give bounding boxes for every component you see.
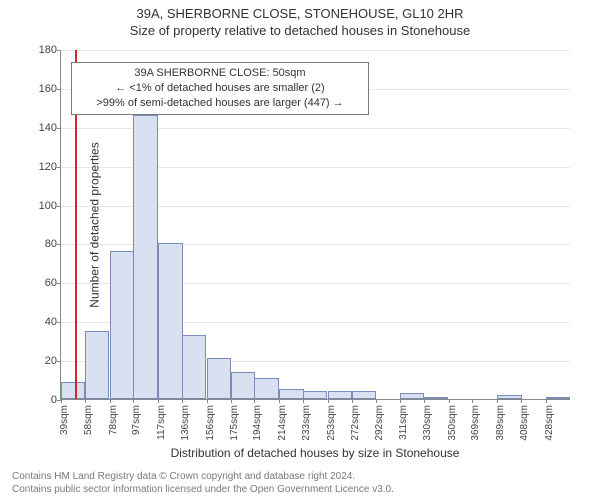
y-tick: [57, 361, 61, 362]
annotation-line: ← <1% of detached houses are smaller (2): [78, 81, 362, 96]
histogram-bar: [133, 115, 157, 399]
footer-line: Contains HM Land Registry data © Crown c…: [12, 470, 394, 483]
x-tick: [254, 399, 255, 403]
x-tick-label: 292sqm: [374, 405, 385, 441]
y-tick-label: 40: [45, 316, 57, 328]
x-tick: [85, 399, 86, 403]
y-tick: [57, 89, 61, 90]
annotation-line: >99% of semi-detached houses are larger …: [78, 96, 362, 111]
y-tick-label: 120: [39, 161, 57, 173]
x-tick-label: 272sqm: [350, 405, 361, 441]
y-tick-label: 20: [45, 355, 57, 367]
histogram-bar: [182, 335, 206, 399]
x-tick-label: 233sqm: [301, 405, 312, 441]
x-tick-label: 175sqm: [229, 405, 240, 441]
x-tick: [279, 399, 280, 403]
title-block: 39A, SHERBORNE CLOSE, STONEHOUSE, GL10 2…: [0, 0, 600, 38]
x-tick: [61, 399, 62, 403]
x-tick: [133, 399, 134, 403]
x-tick: [400, 399, 401, 403]
x-tick-label: 214sqm: [277, 405, 288, 441]
x-tick-label: 369sqm: [470, 405, 481, 441]
histogram-bar: [110, 251, 134, 399]
title-subtitle: Size of property relative to detached ho…: [0, 23, 600, 38]
x-tick: [376, 399, 377, 403]
y-tick-label: 160: [39, 83, 57, 95]
x-tick-label: 428sqm: [544, 405, 555, 441]
histogram-bar: [279, 389, 303, 399]
x-tick: [110, 399, 111, 403]
y-tick: [57, 283, 61, 284]
histogram-bar: [207, 358, 231, 399]
x-tick: [182, 399, 183, 403]
x-tick: [207, 399, 208, 403]
x-tick: [521, 399, 522, 403]
histogram-bar: [303, 391, 327, 399]
x-tick-label: 156sqm: [205, 405, 216, 441]
x-tick: [352, 399, 353, 403]
histogram-bar: [61, 382, 85, 400]
x-tick: [449, 399, 450, 403]
chart-container: 39A, SHERBORNE CLOSE, STONEHOUSE, GL10 2…: [0, 0, 600, 500]
y-tick: [57, 128, 61, 129]
histogram-bar: [231, 372, 255, 399]
x-tick: [472, 399, 473, 403]
x-axis-label: Distribution of detached houses by size …: [171, 446, 460, 460]
y-axis-label: Number of detached properties: [88, 142, 102, 307]
chart-area: 02040608010012014016018039sqm58sqm78sqm9…: [60, 50, 570, 400]
histogram-bar: [497, 395, 521, 399]
plot-region: 02040608010012014016018039sqm58sqm78sqm9…: [60, 50, 570, 400]
histogram-bar: [400, 393, 424, 399]
x-tick: [328, 399, 329, 403]
histogram-bar: [158, 243, 182, 399]
y-tick-label: 60: [45, 277, 57, 289]
footer-line: Contains public sector information licen…: [12, 483, 394, 496]
histogram-bar: [85, 331, 109, 399]
histogram-bar: [546, 397, 570, 399]
histogram-bar: [352, 391, 376, 399]
x-tick-label: 117sqm: [156, 405, 167, 440]
x-tick: [424, 399, 425, 403]
y-tick: [57, 322, 61, 323]
gridline: [61, 50, 570, 51]
footer-attribution: Contains HM Land Registry data © Crown c…: [12, 470, 394, 496]
x-tick-label: 78sqm: [108, 405, 119, 435]
histogram-bar: [424, 397, 448, 399]
x-tick-label: 311sqm: [398, 405, 409, 440]
x-tick-label: 194sqm: [252, 405, 263, 441]
y-tick-label: 180: [39, 44, 57, 56]
y-tick-label: 140: [39, 122, 57, 134]
histogram-bar: [254, 378, 278, 399]
y-tick: [57, 167, 61, 168]
x-tick: [303, 399, 304, 403]
x-tick: [158, 399, 159, 403]
title-address: 39A, SHERBORNE CLOSE, STONEHOUSE, GL10 2…: [0, 6, 600, 21]
x-tick-label: 97sqm: [131, 405, 142, 435]
x-tick-label: 253sqm: [326, 405, 337, 441]
y-tick: [57, 244, 61, 245]
x-tick-label: 350sqm: [447, 405, 458, 441]
x-tick: [497, 399, 498, 403]
x-tick-label: 136sqm: [180, 405, 191, 441]
y-tick-label: 0: [51, 394, 57, 406]
x-tick-label: 330sqm: [422, 405, 433, 441]
x-tick-label: 389sqm: [495, 405, 506, 441]
y-tick: [57, 50, 61, 51]
annotation-line: 39A SHERBORNE CLOSE: 50sqm: [78, 66, 362, 81]
annotation-box: 39A SHERBORNE CLOSE: 50sqm ← <1% of deta…: [71, 62, 369, 115]
histogram-bar: [328, 391, 352, 399]
x-tick-label: 408sqm: [519, 405, 530, 441]
x-tick-label: 58sqm: [83, 405, 94, 435]
x-tick: [231, 399, 232, 403]
y-tick: [57, 206, 61, 207]
y-tick-label: 100: [39, 200, 57, 212]
x-tick: [546, 399, 547, 403]
x-tick-label: 39sqm: [59, 405, 70, 435]
y-tick-label: 80: [45, 238, 57, 250]
